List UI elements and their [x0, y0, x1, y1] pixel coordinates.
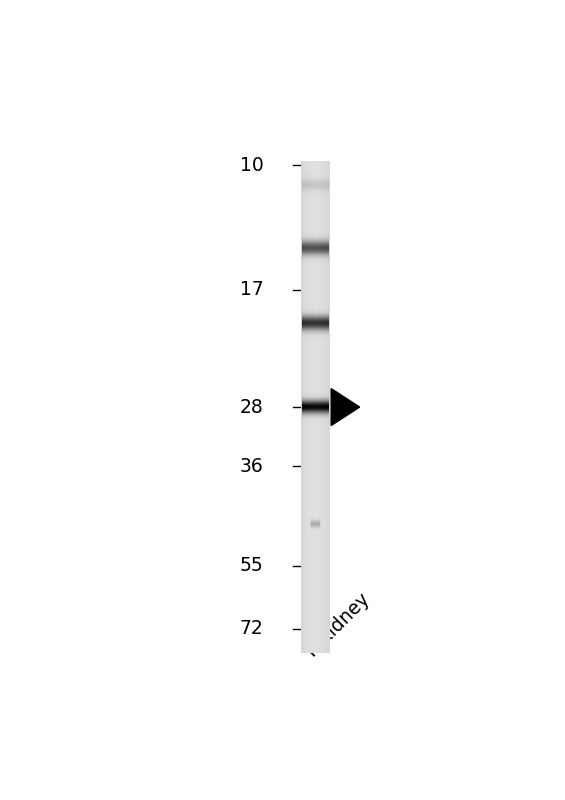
Text: 55: 55	[240, 556, 263, 575]
Text: 10: 10	[240, 156, 263, 175]
Text: H.kidney: H.kidney	[301, 588, 373, 660]
Text: 28: 28	[240, 398, 263, 417]
Text: 72: 72	[240, 619, 263, 638]
Text: 17: 17	[240, 281, 263, 299]
Text: 36: 36	[240, 457, 263, 475]
Polygon shape	[331, 389, 360, 426]
